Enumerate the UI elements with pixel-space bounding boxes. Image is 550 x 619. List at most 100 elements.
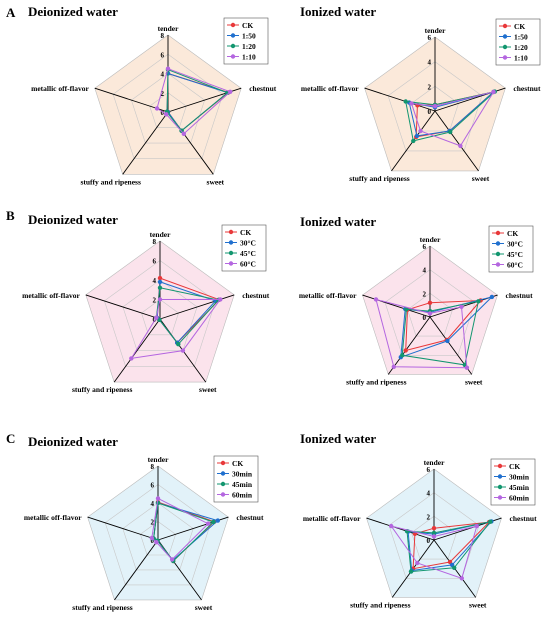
radar-axis-line bbox=[122, 111, 169, 175]
tick-label: 4 bbox=[161, 71, 165, 79]
tick-label: 6 bbox=[423, 243, 427, 251]
data-point bbox=[409, 101, 414, 106]
data-point bbox=[181, 131, 186, 136]
data-point bbox=[445, 338, 450, 344]
legend-swatch-marker bbox=[220, 471, 226, 476]
legend-swatch-marker bbox=[228, 261, 234, 266]
axis-label: sweet bbox=[199, 385, 217, 394]
chart-title: Deionized water bbox=[28, 434, 118, 449]
data-point bbox=[205, 521, 211, 526]
radar-axis-line bbox=[362, 294, 431, 318]
data-point bbox=[400, 353, 405, 358]
axis-label: tender bbox=[150, 230, 171, 239]
tick-label: 8 bbox=[161, 32, 165, 40]
chart-title: Deionized water bbox=[28, 212, 118, 227]
radar-grid-ring bbox=[384, 269, 476, 356]
data-point bbox=[448, 129, 453, 135]
tick-label: 4 bbox=[153, 277, 157, 285]
legend-label: CK bbox=[509, 462, 520, 471]
chart-title: Deionized water bbox=[28, 4, 118, 19]
chart-title: Ionized water bbox=[300, 214, 376, 229]
data-point bbox=[373, 297, 379, 302]
legend-label: 1:10 bbox=[514, 53, 528, 62]
legend-swatch-marker bbox=[230, 54, 236, 59]
radar-grid-ring bbox=[140, 521, 176, 556]
axis-label: metallic off-flavor bbox=[24, 513, 82, 522]
legend-label: 30°C bbox=[507, 239, 523, 248]
data-point bbox=[403, 348, 408, 353]
data-point bbox=[458, 143, 463, 149]
tick-label: 0 bbox=[423, 314, 427, 322]
data-point bbox=[176, 342, 181, 347]
series-line bbox=[390, 525, 478, 579]
data-point bbox=[418, 128, 423, 134]
radar-chart-2: tender chestnut sweet stuffy and ripeness me… bbox=[300, 4, 541, 183]
tick-label: 2 bbox=[423, 290, 427, 298]
axis-label: tender bbox=[148, 455, 169, 464]
axis-label: chestnut bbox=[510, 514, 538, 523]
data-point bbox=[149, 535, 154, 541]
series bbox=[389, 523, 479, 581]
series-line bbox=[156, 68, 232, 135]
data-point bbox=[165, 66, 171, 71]
axis-label: metallic off-flavor bbox=[301, 84, 359, 93]
data-point bbox=[180, 348, 186, 353]
legend-label: 45min bbox=[232, 480, 253, 489]
radar-grid-ring bbox=[149, 92, 187, 128]
data-point bbox=[169, 557, 175, 562]
radar-grid-ring bbox=[104, 260, 216, 367]
axis-label: stuffy and ripeness bbox=[80, 177, 141, 186]
data-point bbox=[164, 112, 169, 117]
tick-label: 0 bbox=[428, 108, 432, 116]
series-line bbox=[410, 91, 495, 147]
series-line bbox=[375, 298, 468, 369]
legend-label: 60min bbox=[509, 493, 530, 502]
panel-letter-c: C bbox=[6, 431, 15, 446]
tick-label: 4 bbox=[428, 59, 432, 67]
radar-axis-line bbox=[364, 87, 436, 112]
data-point bbox=[391, 364, 396, 369]
series bbox=[373, 297, 470, 370]
axis-label: metallic off-flavor bbox=[303, 514, 361, 523]
legend-label: 30min bbox=[232, 469, 253, 478]
radar-grid-ring bbox=[388, 492, 480, 579]
data-point bbox=[154, 315, 159, 320]
legend-swatch-marker bbox=[228, 229, 234, 235]
legend-swatch-marker bbox=[228, 250, 234, 256]
tick-label: 0 bbox=[427, 537, 431, 545]
legend-swatch-marker bbox=[502, 34, 508, 39]
tick-label: 0 bbox=[151, 537, 155, 545]
radar-chart-4: tender chestnut sweet stuffy and ripeness me… bbox=[299, 214, 534, 386]
legend-label: 60°C bbox=[507, 260, 523, 269]
axis-label: stuffy and ripeness bbox=[349, 174, 410, 183]
axis-label: stuffy and ripeness bbox=[72, 603, 133, 612]
axis-label: sweet bbox=[195, 603, 213, 612]
data-point bbox=[474, 523, 479, 529]
legend: CK1:50 1:201:10 bbox=[223, 17, 269, 65]
axis-label: metallic off-flavor bbox=[22, 291, 80, 300]
tick-label: 6 bbox=[153, 258, 157, 266]
axis-label: metallic off-flavor bbox=[31, 84, 89, 93]
axis-label: stuffy and ripeness bbox=[346, 377, 407, 386]
panel-letter-a: A bbox=[6, 5, 16, 20]
radar-chart-1: tender chestnut sweet stuffy and ripeness me… bbox=[28, 4, 277, 186]
data-point bbox=[129, 356, 134, 361]
legend-swatch-marker bbox=[497, 474, 503, 479]
legend-label: 1:10 bbox=[242, 52, 256, 61]
tick-label: 6 bbox=[428, 34, 432, 42]
legend-swatch-marker bbox=[495, 241, 501, 246]
axis-label: sweet bbox=[465, 377, 483, 386]
axis-label: metallic off-flavor bbox=[299, 291, 357, 300]
tick-label: 4 bbox=[427, 490, 431, 498]
axis-label: stuffy and ripeness bbox=[350, 600, 411, 609]
axis-label: tender bbox=[158, 24, 179, 33]
data-point bbox=[489, 294, 495, 300]
legend-label: 45°C bbox=[507, 250, 523, 259]
tick-label: 6 bbox=[427, 466, 431, 474]
data-point bbox=[154, 540, 159, 545]
radar-chart-5: tender chestnut sweet stuffy and ripeness me… bbox=[24, 434, 264, 612]
